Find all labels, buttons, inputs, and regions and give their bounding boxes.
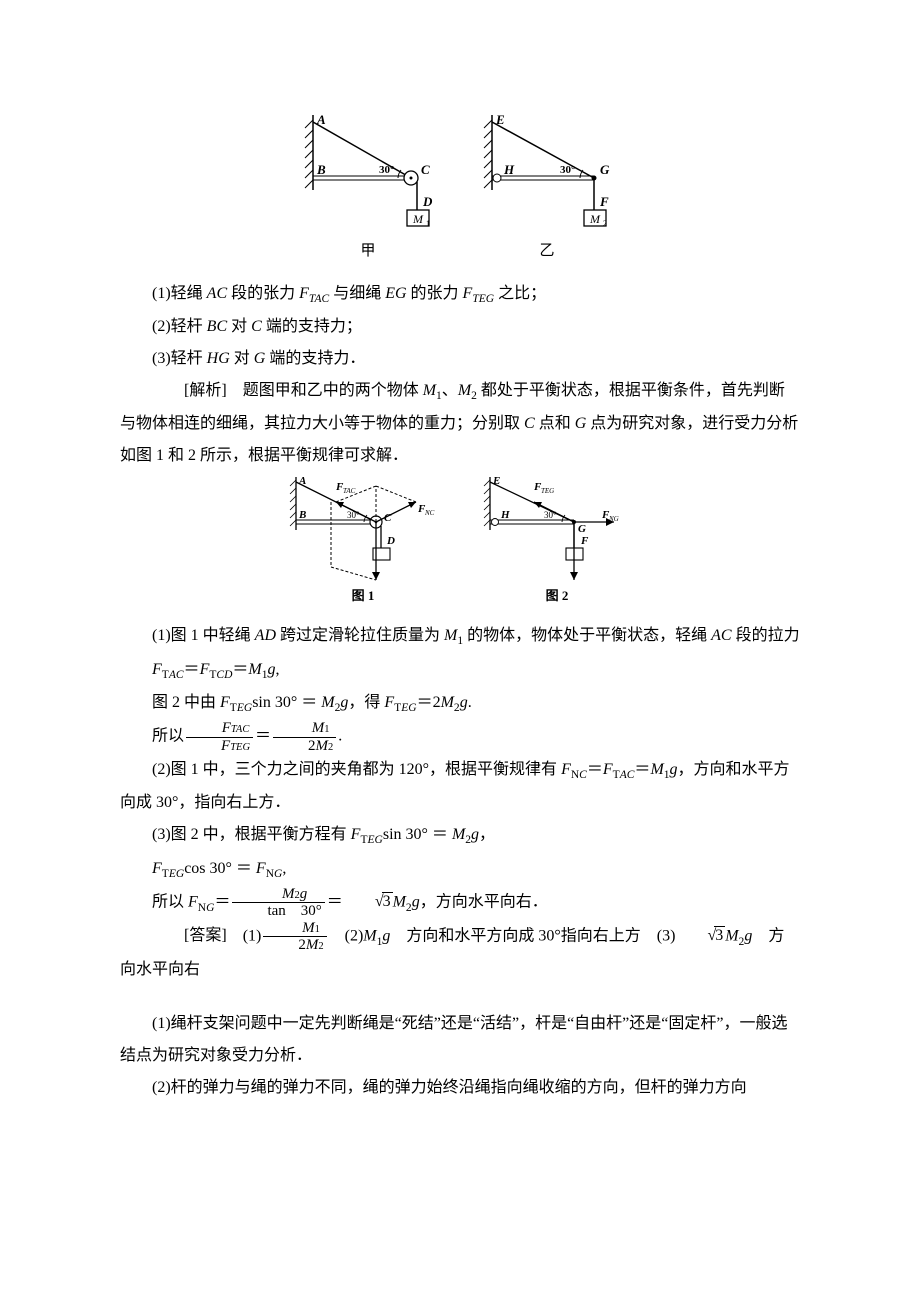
sol-6: 所以 FNG＝M2gtan 30°＝3M2g，方向水平向右． bbox=[120, 886, 800, 920]
eq-1: FTAC＝FTCD＝M1g, bbox=[120, 654, 800, 687]
figure-1: A B C D 30° F TAC F NC 图 1 bbox=[268, 472, 458, 612]
figure-top-row: M 1 A B C D 30° 甲 bbox=[120, 110, 800, 270]
svg-text:C: C bbox=[421, 162, 430, 177]
sol-3: 所以FTACFTEG＝M12M2. bbox=[120, 720, 800, 754]
figure-mid-row: A B C D 30° F TAC F NC 图 1 bbox=[120, 472, 800, 612]
svg-text:A: A bbox=[316, 112, 326, 127]
answer-label: [答案] bbox=[152, 920, 227, 952]
eq-cos: FTEGcos 30° ＝ FNG, bbox=[120, 853, 800, 886]
figure-jia: M 1 A B C D 30° 甲 bbox=[283, 110, 458, 270]
figure-yi: M 2 E H G F 30° 乙 bbox=[462, 110, 637, 270]
svg-text:M: M bbox=[589, 212, 601, 226]
svg-text:TEG: TEG bbox=[541, 487, 554, 495]
sol-2: 图 2 中由 FTEGsin 30° ＝ M2g，得 FTEG＝2M2g. bbox=[120, 687, 800, 720]
note-1: (1)绳杆支架问题中一定先判断绳是“死结”还是“活结”，杆是“自由杆”还是“固定… bbox=[120, 1008, 800, 1072]
page: M 1 A B C D 30° 甲 bbox=[0, 0, 920, 1164]
svg-text:2: 2 bbox=[603, 219, 607, 228]
svg-text:H: H bbox=[503, 162, 515, 177]
svg-text:E: E bbox=[495, 112, 505, 127]
svg-text:H: H bbox=[500, 509, 510, 521]
caption-jia: 甲 bbox=[360, 243, 375, 259]
svg-text:30°: 30° bbox=[560, 164, 575, 176]
sol-1a: (1)图 1 中轻绳 AD 跨过定滑轮拉住质量为 M1 的物体，物体处于平衡状态… bbox=[120, 620, 800, 653]
svg-text:F: F bbox=[599, 194, 609, 209]
svg-text:B: B bbox=[316, 162, 326, 177]
svg-text:C: C bbox=[384, 512, 392, 524]
svg-text:F: F bbox=[580, 535, 589, 547]
svg-text:TAC: TAC bbox=[343, 487, 356, 495]
sol-5: (3)图 2 中，根据平衡方程有 FTEGsin 30° ＝ M2g， bbox=[120, 819, 800, 852]
svg-text:A: A bbox=[298, 475, 306, 487]
svg-text:NC: NC bbox=[424, 509, 435, 517]
svg-text:M: M bbox=[412, 212, 424, 226]
question-3: (3)轻杆 HG 对 G 端的支持力． bbox=[120, 343, 800, 375]
svg-text:图 2: 图 2 bbox=[546, 588, 569, 603]
analysis-label: [解析] bbox=[152, 375, 227, 407]
answer-line: [答案] (1)M12M2 (2)M1g 方向和水平方向成 30°指向右上方 (… bbox=[120, 920, 800, 986]
svg-text:30°: 30° bbox=[379, 164, 394, 176]
svg-text:30°: 30° bbox=[347, 510, 360, 520]
svg-text:D: D bbox=[422, 194, 433, 209]
svg-text:NG: NG bbox=[608, 515, 619, 523]
question-1: (1)轻绳 AC 段的张力 FTAC 与细绳 EG 的张力 FTEG 之比； bbox=[120, 278, 800, 311]
analysis-para: [解析] 题图甲和乙中的两个物体 M1、M2 都处于平衡状态，根据平衡条件，首先… bbox=[120, 375, 800, 472]
svg-text:G: G bbox=[600, 162, 610, 177]
svg-text:B: B bbox=[298, 509, 306, 521]
figure-2: E H G F 30° F TEG F NG 图 2 bbox=[462, 472, 652, 612]
caption-yi: 乙 bbox=[539, 243, 554, 259]
svg-text:30°: 30° bbox=[544, 510, 557, 520]
svg-text:G: G bbox=[578, 523, 586, 535]
sol-4: (2)图 1 中，三个力之间的夹角都为 120°，根据平衡规律有 FNC＝FTA… bbox=[120, 754, 800, 819]
question-2: (2)轻杆 BC 对 C 端的支持力； bbox=[120, 311, 800, 343]
svg-text:1: 1 bbox=[426, 219, 430, 228]
svg-text:D: D bbox=[386, 535, 395, 547]
svg-text:图 1: 图 1 bbox=[352, 588, 375, 603]
note-2: (2)杆的弹力与绳的弹力不同，绳的弹力始终沿绳指向绳收缩的方向，但杆的弹力方向 bbox=[120, 1072, 800, 1104]
svg-text:E: E bbox=[492, 475, 500, 487]
